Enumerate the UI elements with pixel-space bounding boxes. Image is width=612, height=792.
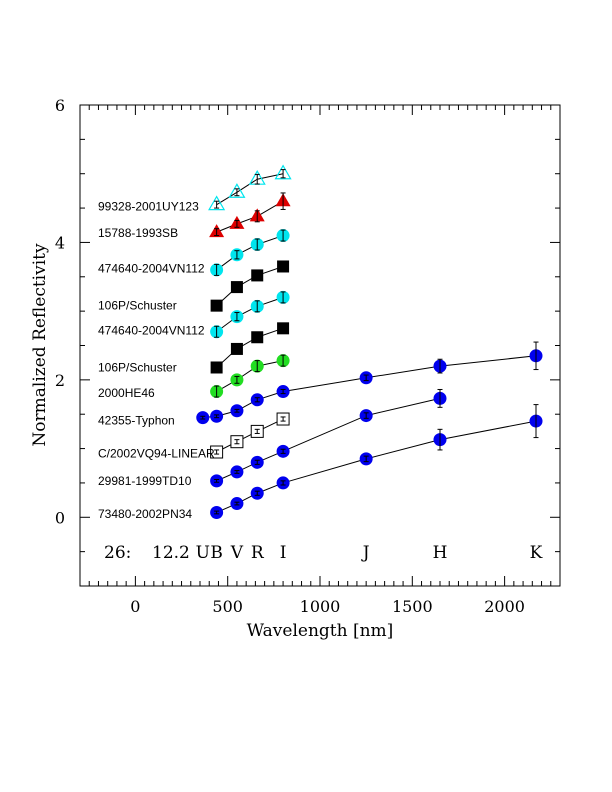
data-point — [277, 322, 290, 335]
series-line — [216, 200, 284, 233]
y-tick-label: 4 — [55, 233, 65, 252]
data-point — [274, 164, 292, 180]
x-tick-label: 1500 — [392, 597, 433, 616]
series-label: 106P/Schuster — [98, 299, 177, 313]
band-label: V — [230, 543, 244, 563]
band-label: H — [433, 543, 448, 563]
x-tick-label: 500 — [212, 597, 243, 616]
series — [210, 388, 447, 488]
data-point — [230, 281, 243, 294]
data-point — [210, 299, 223, 312]
data-point — [251, 269, 264, 282]
data-point — [277, 260, 290, 273]
y-axis-label: Normalized Reflectivity — [30, 243, 50, 447]
y-tick-label: 0 — [55, 508, 65, 527]
series-line — [216, 266, 284, 307]
series-label: 42355-Typhon — [98, 413, 175, 427]
series — [210, 404, 543, 519]
series-line — [216, 296, 284, 333]
series-label: C/2002VQ94-LINEAR — [98, 446, 215, 460]
series-line — [216, 418, 284, 453]
series — [210, 260, 290, 312]
y-tick-label: 2 — [55, 371, 65, 390]
series-line — [216, 173, 284, 206]
band-label: K — [530, 543, 543, 563]
series-line — [216, 397, 441, 482]
series-line — [216, 327, 284, 368]
x-tick-label: 1000 — [300, 597, 341, 616]
series-line — [216, 360, 284, 392]
data-point — [230, 342, 243, 355]
series — [210, 322, 290, 374]
series-label: 99328-2001UY123 — [98, 200, 199, 214]
y-tick-label: 6 — [55, 96, 65, 115]
band-label: R — [251, 543, 265, 563]
data-point — [228, 183, 246, 198]
corner-label-index: 26: — [104, 543, 131, 563]
series-label: 73480-2002PN34 — [98, 507, 192, 521]
series-label: 474640-2004VN112 — [98, 262, 205, 276]
series — [210, 229, 290, 277]
series — [209, 192, 291, 238]
band-label: U — [196, 543, 210, 563]
series-layer — [196, 164, 543, 519]
series-label: 474640-2004VN112 — [98, 323, 205, 337]
data-point — [208, 195, 226, 211]
series-label: 106P/Schuster — [98, 360, 177, 374]
x-tick-label: 2000 — [484, 597, 525, 616]
series — [210, 290, 290, 339]
series-labels: 73480-2002PN34 29981-1999TD10 C/2002VQ94-L… — [98, 200, 215, 521]
series — [210, 354, 290, 399]
series-label: 2000HE46 — [98, 386, 155, 400]
data-point — [210, 361, 223, 374]
band-label: J — [361, 543, 370, 563]
x-axis-label: Wavelength [nm] — [247, 621, 394, 641]
series-label: 15788-1993SB — [98, 226, 178, 240]
band-label: I — [280, 543, 287, 563]
series — [208, 164, 292, 211]
series-line — [216, 420, 537, 513]
series — [196, 341, 543, 425]
axis-tick-labels: 0 500 1000 1500 2000 0 2 4 6 — [55, 96, 525, 616]
axis-ticks — [80, 105, 560, 586]
data-point — [251, 331, 264, 344]
series-line — [216, 235, 284, 271]
band-label: B — [210, 543, 223, 563]
corner-label-value: 12.2 — [152, 543, 190, 563]
series — [210, 412, 290, 459]
series-label: 29981-1999TD10 — [98, 474, 192, 488]
x-tick-label: 0 — [130, 597, 140, 616]
